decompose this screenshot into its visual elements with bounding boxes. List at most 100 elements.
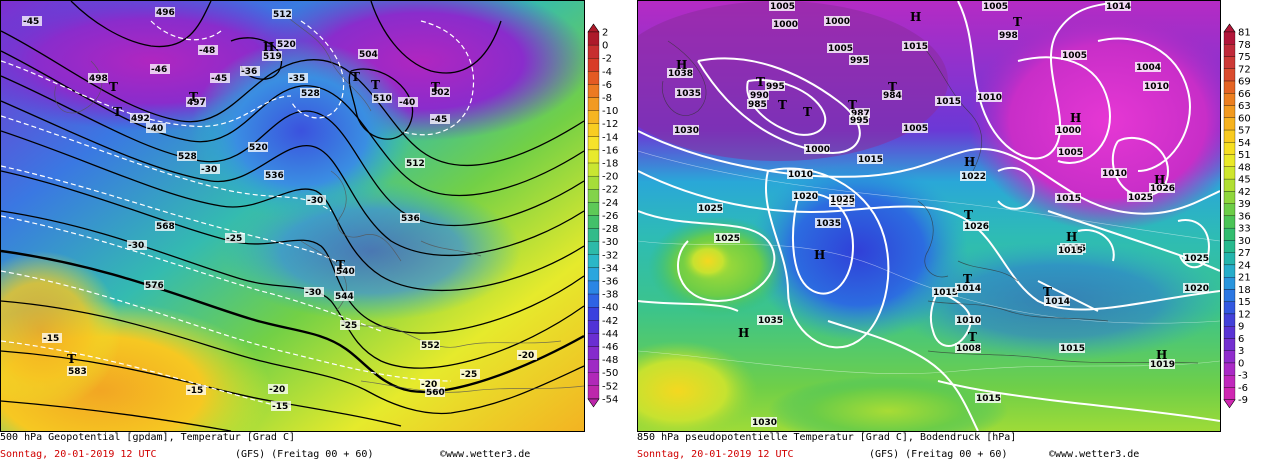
label-bg	[144, 280, 164, 290]
isobar-label: 1030	[674, 126, 699, 136]
scale-tick-label: -3	[1238, 371, 1248, 382]
scale-swatch	[1223, 227, 1236, 241]
label-bg	[177, 151, 197, 161]
contour-label: -20	[269, 385, 285, 395]
scale-tick-label: 6	[1238, 334, 1244, 345]
label-bg	[130, 113, 150, 123]
scale-swatch	[587, 44, 600, 59]
label-bg	[849, 55, 869, 65]
label-bg	[42, 333, 62, 343]
label-bg	[400, 213, 420, 223]
scale-swatch	[587, 202, 600, 216]
label-bg	[955, 283, 981, 293]
scale-swatch	[1223, 142, 1236, 155]
low-pressure-marker: T	[968, 330, 977, 344]
label-bg	[935, 96, 961, 106]
isobar-label: 1026	[1150, 184, 1175, 194]
isobar-label: 1000	[805, 145, 830, 155]
label-bg	[1057, 147, 1083, 157]
high-pressure-marker: H	[1154, 173, 1165, 187]
scale-swatch	[587, 359, 600, 373]
contour-label: 492	[131, 114, 150, 124]
theta-e-color-scale: 8178757269666360575451484542393633302724…	[1223, 23, 1251, 409]
label-bg	[673, 125, 699, 135]
scale-swatch	[1223, 338, 1236, 351]
scale-swatch	[587, 31, 600, 46]
map-title: 500 hPa Geopotential [gpdam], Temperatur…	[0, 432, 296, 443]
low-pressure-marker: T	[109, 80, 118, 94]
contour-label: -45	[431, 115, 447, 125]
scale-swatch	[1223, 350, 1236, 364]
isobar-label: 1020	[793, 192, 818, 202]
contour-label: -48	[199, 46, 215, 56]
label-bg	[22, 16, 42, 26]
copyright-link[interactable]: ©www.wetter3.de	[440, 449, 531, 460]
label-bg	[1055, 125, 1081, 135]
isobar-label: 1005	[1062, 51, 1087, 61]
scale-tick-label: 63	[1238, 101, 1251, 112]
low-pressure-marker: T	[189, 90, 198, 104]
label-bg	[963, 221, 989, 231]
label-bg	[1101, 168, 1127, 178]
label-bg	[857, 154, 883, 164]
label-bg	[697, 203, 723, 213]
low-pressure-marker: T	[756, 75, 765, 89]
contour-label: -15	[43, 334, 59, 344]
scale-arrow-top	[587, 23, 600, 33]
isobar-label: 1005	[770, 2, 795, 12]
label-bg	[405, 158, 425, 168]
label-bg	[667, 68, 693, 78]
contour-label: -25	[461, 370, 477, 380]
label-bg	[960, 171, 986, 181]
scale-swatch	[1223, 313, 1236, 327]
isobar-label: 1025	[698, 204, 723, 214]
high-pressure-marker: H	[964, 155, 975, 169]
scale-swatch	[1223, 191, 1236, 204]
scale-tick-label: 78	[1238, 40, 1251, 51]
label-bg	[340, 320, 360, 330]
label-bg	[757, 315, 783, 325]
scale-arrow-bottom	[587, 398, 600, 408]
label-bg	[460, 369, 480, 379]
contour-label: -30	[305, 288, 321, 298]
label-bg	[198, 45, 218, 55]
scale-tick-label: 12	[1238, 309, 1251, 320]
low-pressure-marker: T	[1013, 15, 1022, 29]
label-bg	[1044, 296, 1070, 306]
scale-swatch	[587, 175, 600, 190]
scale-tick-label: -22	[602, 185, 618, 196]
label-bg	[1183, 253, 1209, 263]
low-pressure-marker: T	[848, 98, 857, 112]
low-pressure-marker: T	[431, 80, 440, 94]
map-title: 850 hPa pseudopotentielle Temperatur [Gr…	[637, 432, 1017, 443]
geopotential-500-panel: -45 496 512 -48 -46 -45 -36 -35 498 519 520 504 528-…	[0, 0, 622, 466]
isobar-label: 1015	[976, 394, 1001, 404]
isobar-label: 1005	[1058, 148, 1083, 158]
contour-label: 512	[406, 159, 425, 169]
copyright-link[interactable]: ©www.wetter3.de	[1049, 449, 1140, 460]
label-bg	[792, 191, 818, 201]
scale-tick-label: 36	[1238, 211, 1251, 222]
high-pressure-marker: H	[676, 58, 687, 72]
label-bg	[264, 170, 284, 180]
label-bg	[288, 73, 308, 83]
isobar-label: 1015	[1056, 194, 1081, 204]
label-bg	[1149, 359, 1175, 369]
scale-tick-label: -32	[602, 250, 618, 261]
scale-tick-label: -46	[602, 342, 618, 353]
map-valid-date: Sonntag, 20-01-2019 12 UTC	[637, 449, 794, 460]
isobar-label: 1019	[1150, 360, 1175, 370]
scale-tick-label: -48	[602, 355, 618, 366]
scale-tick-label: -26	[602, 211, 618, 222]
low-pressure-marker: T	[113, 105, 122, 119]
label-bg	[306, 195, 326, 205]
contour-label: 496	[156, 8, 175, 18]
isobar-label: 1008	[956, 344, 981, 354]
isobar-label: 1004	[1136, 63, 1161, 73]
scale-tick-label: 66	[1238, 89, 1251, 100]
label-bg	[88, 73, 108, 83]
label-bg	[1149, 183, 1175, 193]
scale-swatch	[1223, 375, 1236, 388]
scale-swatch	[587, 280, 600, 295]
